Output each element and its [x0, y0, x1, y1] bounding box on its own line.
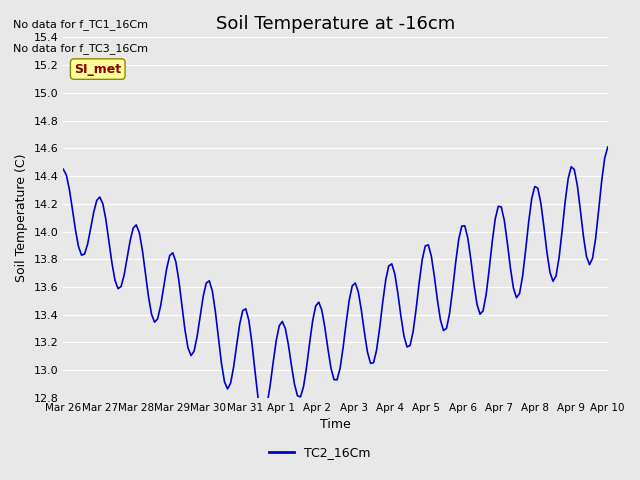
Y-axis label: Soil Temperature (C): Soil Temperature (C) [15, 154, 28, 282]
X-axis label: Time: Time [320, 419, 351, 432]
Text: No data for f_TC3_16Cm: No data for f_TC3_16Cm [13, 43, 148, 54]
Text: SI_met: SI_met [74, 62, 122, 75]
Title: Soil Temperature at -16cm: Soil Temperature at -16cm [216, 15, 455, 33]
Text: No data for f_TC1_16Cm: No data for f_TC1_16Cm [13, 19, 148, 30]
Legend: TC2_16Cm: TC2_16Cm [264, 441, 376, 464]
